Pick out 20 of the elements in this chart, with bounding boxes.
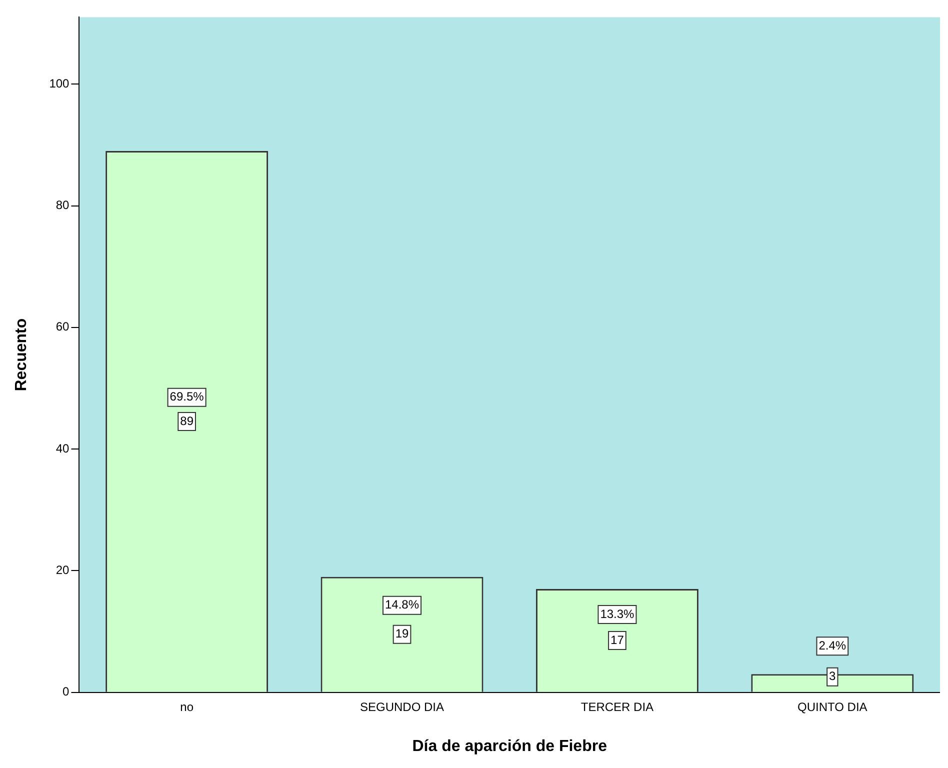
data-label: 3: [829, 669, 836, 684]
y-tick-label: 40: [56, 441, 70, 456]
x-tick-label: no: [180, 700, 194, 714]
annotation: 14.8%: [385, 598, 420, 612]
y-tick-label: 0: [62, 684, 70, 699]
x-tick-label: QUINTO DIA: [798, 700, 868, 714]
y-axis-title: Recuento: [13, 318, 30, 392]
annotation: 2.4%: [818, 638, 846, 652]
x-tick-label: SEGUNDO DIA: [360, 700, 444, 714]
annotation: 69.5%: [170, 390, 204, 404]
x-tick-label: TERCER DIA: [580, 700, 654, 714]
y-tick-label: 20: [56, 563, 70, 578]
y-tick-label: 80: [56, 198, 70, 212]
y-tick-label: 100: [49, 76, 70, 90]
data-label: 19: [395, 626, 410, 641]
annotation: 13.3%: [600, 606, 635, 621]
data-label: 17: [610, 632, 624, 647]
x-axis-title: Día de aparción de Fiebre: [412, 738, 608, 755]
data-label: 89: [180, 414, 194, 428]
y-tick-label: 60: [56, 320, 70, 334]
